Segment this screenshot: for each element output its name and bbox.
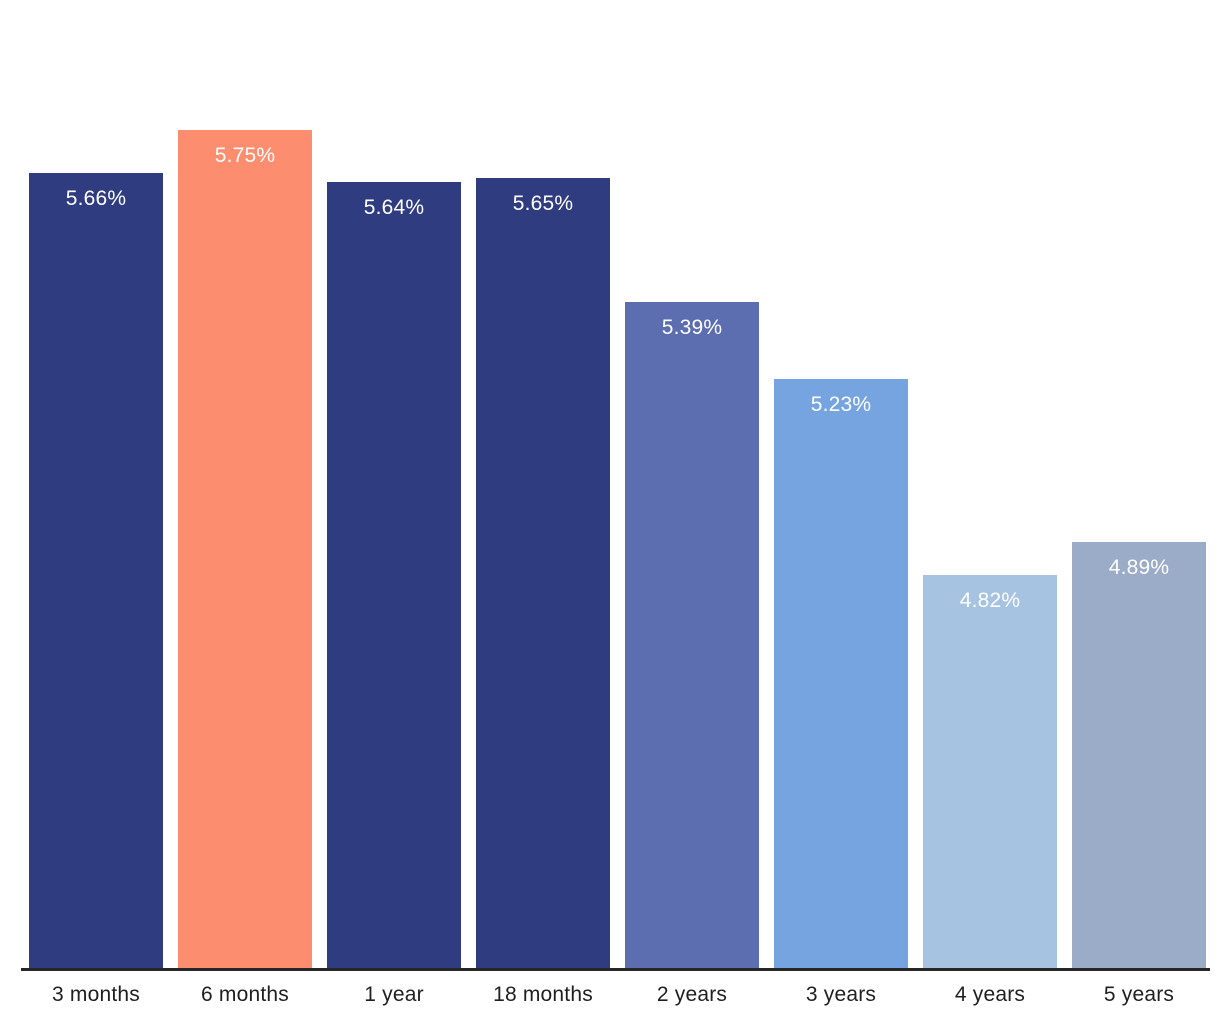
bar-4-years: 4.82% — [923, 575, 1057, 968]
bar-18-months: 5.65% — [476, 178, 610, 968]
bar-value-label: 4.82% — [959, 589, 1021, 612]
x-tick-label: 3 years — [805, 983, 877, 1006]
x-tick-label: 2 years — [656, 983, 728, 1006]
x-tick-label: 1 year — [364, 983, 424, 1006]
x-tick-label: 18 months — [493, 983, 593, 1006]
bar-5-years: 4.89% — [1072, 542, 1206, 968]
bar-value-label: 5.66% — [65, 187, 127, 210]
bar-2-years: 5.39% — [625, 302, 759, 968]
x-tick-label: 4 years — [954, 983, 1026, 1006]
bar-value-label: 5.65% — [512, 192, 574, 215]
bar-3-years: 5.23% — [774, 379, 908, 968]
bar-1-year: 5.64% — [327, 182, 461, 968]
bar-3-months: 5.66% — [29, 173, 163, 968]
x-tick-label: 5 years — [1103, 983, 1175, 1006]
x-axis-line — [21, 968, 1210, 971]
x-tick-label: 3 months — [52, 983, 140, 1006]
bar-value-label: 5.39% — [661, 316, 723, 339]
bar-6-months: 5.75% — [178, 130, 312, 968]
bar-value-label: 4.89% — [1108, 556, 1170, 579]
bar-value-label: 5.64% — [363, 196, 425, 219]
x-tick-label: 6 months — [201, 983, 289, 1006]
bar-value-label: 5.23% — [810, 393, 872, 416]
bar-value-label: 5.75% — [214, 144, 276, 167]
